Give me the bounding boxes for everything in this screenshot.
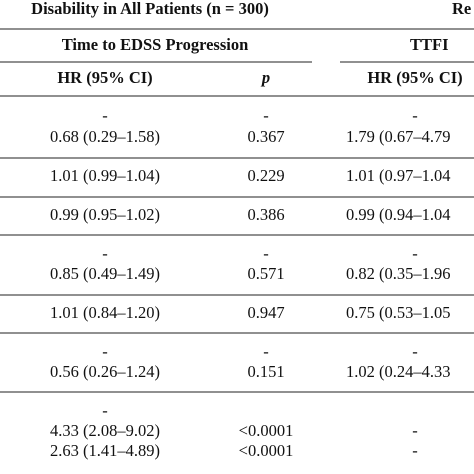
cell: 0.68 (0.29–1.58): [50, 127, 160, 146]
cell: 0.571: [247, 264, 284, 283]
cell: 1.01 (0.97–1.04: [346, 166, 451, 185]
cell: -: [263, 342, 269, 361]
column-header: p: [260, 68, 270, 87]
cell: 0.151: [247, 362, 284, 381]
cell: 2.63 (1.41–4.89): [50, 441, 160, 460]
cell: -: [102, 401, 108, 420]
column-header: HR (95% CI): [57, 68, 152, 87]
cell: 0.75 (0.53–1.05: [346, 303, 451, 322]
cell: -: [412, 106, 418, 125]
cell: -: [263, 244, 269, 263]
cell: -: [412, 441, 418, 460]
cell: <0.0001: [239, 421, 294, 440]
cell: 0.947: [247, 303, 284, 322]
table-title: Disability in All Patients (n = 300): [31, 0, 269, 18]
column-header: HR (95% CI): [367, 68, 462, 87]
cell: <0.0001: [239, 441, 294, 460]
cell: -: [412, 421, 418, 440]
cell: -: [102, 106, 108, 125]
cell: 0.85 (0.49–1.49): [50, 264, 160, 283]
cell: 0.99 (0.95–1.02): [50, 205, 160, 224]
cell: 1.01 (0.84–1.20): [50, 303, 160, 322]
cell: 1.79 (0.67–4.79: [346, 127, 451, 146]
cell: 0.56 (0.26–1.24): [50, 362, 160, 381]
cell: -: [263, 106, 269, 125]
cell: -: [412, 342, 418, 361]
cell: -: [102, 342, 108, 361]
cell: -: [412, 244, 418, 263]
cell: 1.02 (0.24–4.33: [346, 362, 451, 381]
cell: 1.01 (0.99–1.04): [50, 166, 160, 185]
group-header: TTFI: [410, 35, 449, 54]
cell: 0.82 (0.35–1.96: [346, 264, 451, 283]
cell: 0.99 (0.94–1.04: [346, 205, 451, 224]
cell: 0.229: [247, 166, 284, 185]
cell: 0.367: [247, 127, 284, 146]
cell: -: [102, 244, 108, 263]
cell: 0.386: [247, 205, 284, 224]
group-header: Time to EDSS Progression: [62, 35, 249, 54]
table-title-right: Re: [452, 0, 471, 18]
cell: 4.33 (2.08–9.02): [50, 421, 160, 440]
